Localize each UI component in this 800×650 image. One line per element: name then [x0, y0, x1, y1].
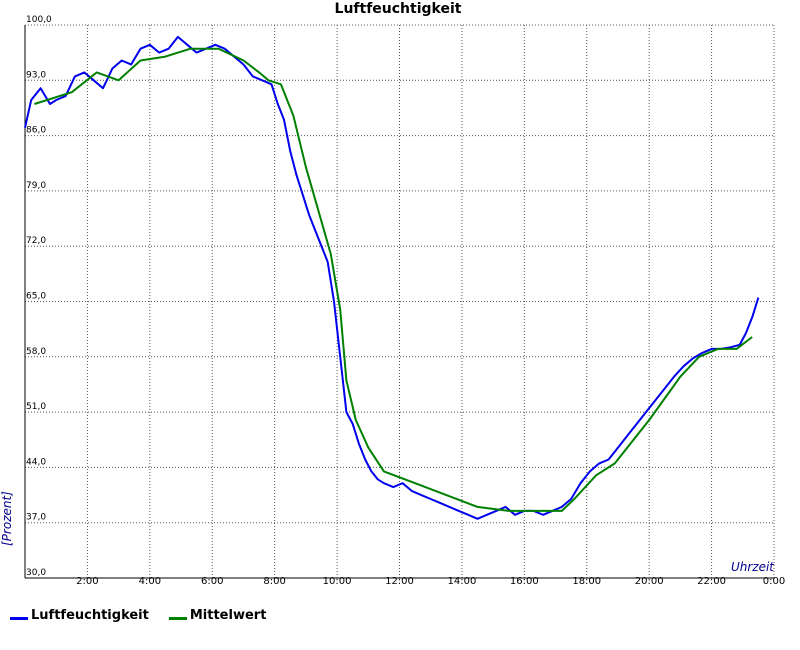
x-tick-label: 20:00 — [635, 576, 664, 587]
y-axis-label: [Prozent] — [0, 491, 14, 546]
chart: Luftfeuchtigkeit 30,0 37,0 44,0 51,0 58,0 65,… — [0, 1, 786, 587]
chart-title: Luftfeuchtigkeit — [335, 1, 462, 17]
series-line-mittelwert — [34, 47, 753, 512]
x-tick-label: 22:00 — [697, 576, 726, 587]
y-tick-label: 44,0 — [26, 457, 46, 467]
x-tick-label: 4:00 — [139, 576, 161, 587]
y-tick-label: 72,0 — [26, 236, 46, 246]
x-tick-label: 2:00 — [76, 576, 98, 587]
x-tick-label: 8:00 — [263, 576, 285, 587]
x-tick-label: 0:00 — [763, 576, 785, 587]
legend-item-luftfeuchtigkeit: Luftfeuchtigkeit — [10, 608, 149, 623]
y-tick-label: 79,0 — [26, 181, 46, 191]
y-tick-label: 30,0 — [26, 568, 46, 578]
axes — [24, 24, 775, 579]
legend-label: Luftfeuchtigkeit — [31, 608, 149, 623]
series-group — [24, 35, 760, 520]
y-tick-label: 86,0 — [26, 126, 46, 136]
tick-labels: 30,0 37,0 44,0 51,0 58,0 65,0 72,0 79,0 86,0 93,0… — [26, 15, 785, 587]
series-line-luftfeuchtigkeit — [24, 35, 760, 520]
y-tick-label: 65,0 — [26, 292, 46, 302]
y-tick-label: 37,0 — [26, 513, 46, 523]
y-tick-label: 100,0 — [26, 15, 52, 25]
x-tick-label: 18:00 — [572, 576, 601, 587]
legend-swatch-blue — [10, 617, 28, 620]
x-axis-label: Uhrzeit — [731, 560, 775, 574]
legend-item-mittelwert: Mittelwert — [168, 608, 267, 623]
x-tick-label: 12:00 — [385, 576, 414, 587]
y-tick-label: 58,0 — [26, 347, 46, 357]
y-tick-label: 93,0 — [26, 70, 46, 80]
legend-label: Mittelwert — [189, 608, 267, 623]
y-tick-label: 51,0 — [26, 402, 46, 412]
x-tick-label: 10:00 — [323, 576, 352, 587]
x-tick-label: 16:00 — [510, 576, 539, 587]
legend-swatch-green — [168, 617, 187, 620]
legend: Luftfeuchtigkeit Mittelwert — [10, 608, 286, 623]
x-tick-label: 6:00 — [201, 576, 223, 587]
x-tick-label: 14:00 — [448, 576, 477, 587]
